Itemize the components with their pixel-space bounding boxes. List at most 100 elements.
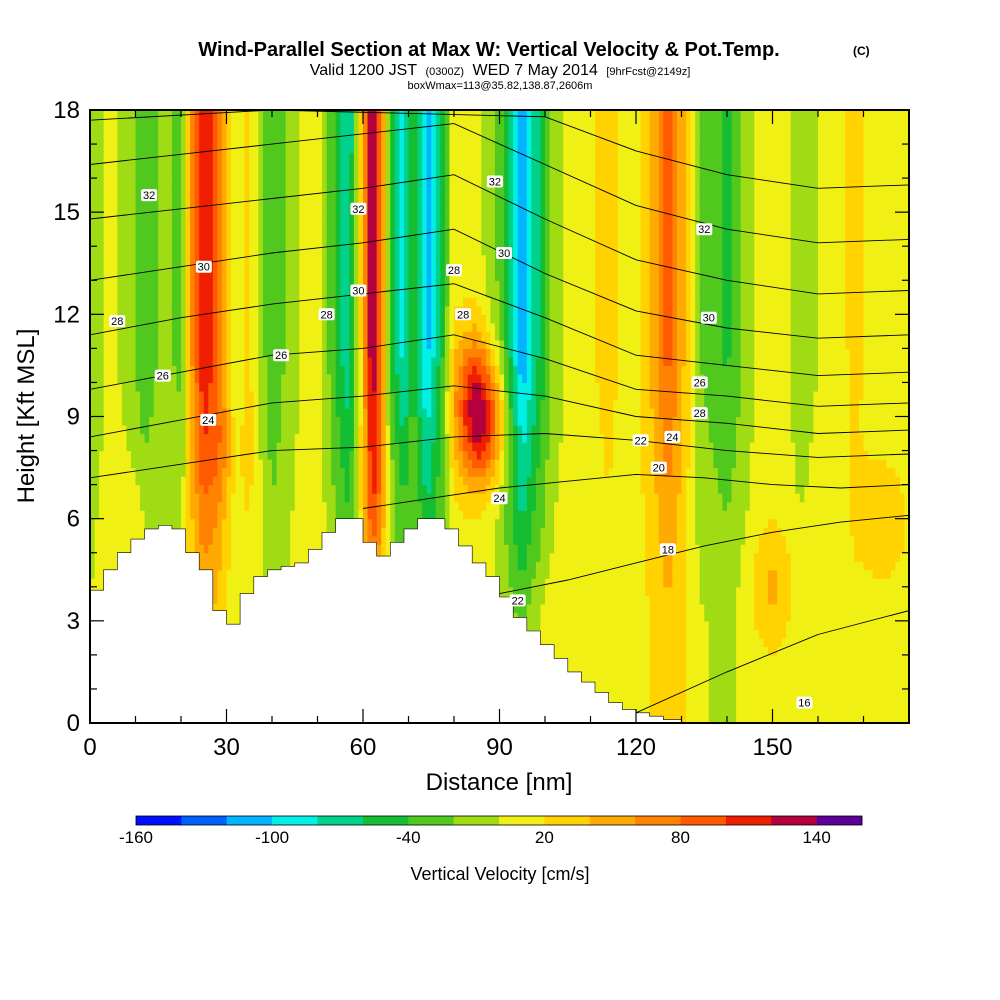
- velocity-cell: [335, 280, 341, 290]
- velocity-cell: [190, 433, 196, 443]
- velocity-cell: [367, 459, 373, 469]
- velocity-cell: [194, 127, 200, 137]
- velocity-cell: [108, 263, 114, 273]
- velocity-cell: [381, 365, 387, 375]
- velocity-cell: [376, 144, 382, 154]
- velocity-cell: [331, 433, 337, 443]
- velocity-cell: [99, 510, 105, 520]
- velocity-cell: [212, 161, 218, 171]
- velocity-cell: [240, 331, 246, 341]
- velocity-cell: [194, 135, 200, 145]
- velocity-cell: [99, 425, 105, 435]
- velocity-cell: [126, 135, 132, 145]
- velocity-cell: [121, 254, 127, 264]
- velocity-cell: [108, 127, 114, 137]
- velocity-cell: [249, 348, 255, 358]
- velocity-cell: [208, 552, 214, 562]
- velocity-cell: [312, 195, 319, 205]
- velocity-cell: [162, 305, 168, 315]
- velocity-cell: [217, 195, 223, 205]
- velocity-cell: [185, 356, 191, 367]
- velocity-cell: [272, 229, 278, 239]
- velocity-cell: [262, 416, 269, 426]
- velocity-cell: [226, 510, 232, 520]
- velocity-cell: [176, 493, 182, 503]
- velocity-cell: [276, 484, 282, 494]
- velocity-cell: [249, 510, 255, 520]
- velocity-cell: [126, 356, 132, 367]
- velocity-cell: [317, 433, 323, 443]
- velocity-cell: [290, 212, 296, 222]
- velocity-cell: [112, 169, 118, 179]
- velocity-cell: [249, 586, 255, 596]
- velocity-cell: [199, 144, 205, 154]
- velocity-cell: [253, 493, 259, 503]
- velocity-cell: [199, 518, 205, 528]
- velocity-cell: [272, 254, 278, 264]
- velocity-cell: [344, 212, 350, 222]
- velocity-cell: [235, 527, 241, 537]
- velocity-cell: [190, 135, 196, 145]
- velocity-cell: [317, 399, 323, 409]
- velocity-cell: [226, 297, 232, 307]
- velocity-cell: [176, 331, 182, 341]
- velocity-cell: [203, 186, 209, 196]
- velocity-cell: [326, 331, 332, 341]
- velocity-cell: [171, 297, 178, 307]
- velocity-cell: [208, 527, 214, 537]
- velocity-cell: [203, 476, 209, 486]
- velocity-cell: [267, 493, 273, 503]
- velocity-cell: [90, 578, 96, 588]
- velocity-cell: [312, 407, 319, 418]
- velocity-cell: [272, 484, 278, 494]
- velocity-cell: [171, 144, 178, 154]
- velocity-cell: [376, 212, 382, 222]
- velocity-cell: [253, 246, 259, 256]
- velocity-cell: [312, 348, 319, 358]
- velocity-cell: [158, 271, 164, 281]
- velocity-cell: [267, 544, 273, 554]
- velocity-cell: [281, 169, 287, 179]
- velocity-cell: [176, 425, 182, 435]
- velocity-cell: [276, 135, 282, 145]
- velocity-cell: [322, 288, 328, 298]
- velocity-cell: [308, 365, 314, 375]
- velocity-cell: [135, 356, 141, 367]
- velocity-cell: [272, 322, 278, 332]
- velocity-cell: [117, 305, 123, 315]
- velocity-cell: [181, 178, 187, 188]
- velocity-cell: [272, 178, 278, 188]
- velocity-cell: [262, 263, 269, 273]
- velocity-cell: [381, 297, 387, 307]
- velocity-cell: [226, 135, 232, 145]
- velocity-cell: [394, 314, 400, 324]
- velocity-cell: [281, 305, 287, 315]
- velocity-cell: [212, 510, 218, 520]
- velocity-cell: [358, 271, 364, 281]
- velocity-cell: [262, 135, 269, 145]
- velocity-cell: [258, 152, 264, 162]
- velocity-cell: [299, 484, 305, 494]
- velocity-cell: [249, 518, 255, 528]
- velocity-cell: [112, 203, 118, 213]
- velocity-cell: [349, 382, 355, 392]
- velocity-cell: [231, 603, 237, 613]
- velocity-cell: [112, 450, 118, 460]
- velocity-cell: [194, 271, 200, 281]
- velocity-cell: [217, 305, 223, 315]
- velocity-cell: [221, 135, 228, 145]
- velocity-cell: [117, 382, 123, 392]
- velocity-cell: [212, 442, 218, 452]
- velocity-cell: [399, 110, 405, 120]
- velocity-cell: [258, 493, 264, 503]
- velocity-cell: [235, 314, 241, 324]
- velocity-cell: [217, 442, 223, 452]
- velocity-cell: [358, 476, 364, 486]
- velocity-cell: [108, 331, 114, 341]
- velocity-cell: [312, 305, 319, 315]
- velocity-cell: [249, 195, 255, 205]
- velocity-cell: [235, 407, 241, 418]
- velocity-cell: [240, 510, 246, 520]
- velocity-cell: [140, 178, 146, 188]
- velocity-cell: [203, 322, 209, 332]
